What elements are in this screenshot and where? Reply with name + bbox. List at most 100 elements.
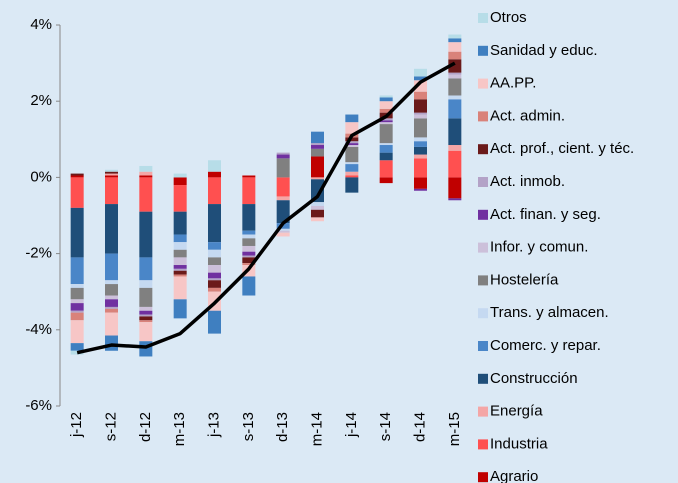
bar-segment: [105, 335, 118, 351]
legend-label: Energía: [490, 403, 543, 420]
bar-segment: [139, 316, 153, 321]
bar-segment: [70, 343, 84, 351]
bar-segment: [414, 68, 427, 77]
bar-segment: [345, 122, 359, 134]
bar-segment: [242, 255, 256, 258]
bar-segment: [173, 249, 187, 258]
bar-segment: [173, 211, 187, 235]
legend-swatch: [478, 308, 488, 319]
bar-segment: [139, 314, 153, 317]
bar-segment: [379, 177, 393, 184]
x-tick-label: s-13: [240, 412, 257, 441]
legend-label: Otros: [490, 9, 527, 26]
bar-segment: [276, 196, 290, 201]
legend-label: Act. inmob.: [490, 173, 565, 190]
bar-segment: [448, 42, 462, 52]
bar-segment: [208, 160, 221, 172]
y-tick-label: -6%: [25, 397, 52, 414]
bar-segment: [311, 156, 324, 178]
bar-segment: [414, 76, 427, 81]
legend-swatch: [478, 406, 488, 417]
bar-segment: [173, 257, 187, 266]
bar-segment: [414, 118, 427, 138]
x-tick-label: s-14: [377, 412, 394, 441]
legend-label: Agrario: [490, 468, 538, 483]
legend-swatch: [478, 242, 488, 253]
bar-segment: [173, 173, 187, 178]
bar-segment: [139, 306, 153, 311]
bar-segment: [414, 158, 427, 178]
bar-segment: [379, 143, 393, 146]
bar-segment: [105, 204, 118, 254]
bar-segment: [414, 91, 427, 100]
legend-swatch: [478, 275, 488, 286]
bar-segment: [105, 280, 118, 285]
total-line: [76, 61, 456, 355]
bar-segment: [70, 320, 84, 344]
bar-segment: [70, 284, 84, 288]
bar-segment: [242, 175, 256, 178]
bar-segment: [448, 145, 462, 151]
legend-label: Comerc. y repar.: [490, 337, 601, 354]
bar-segment: [242, 276, 256, 296]
bar-segment: [139, 320, 153, 323]
bar-segment: [70, 173, 84, 176]
x-tick-label: j-13: [205, 412, 222, 438]
bar-segment: [208, 249, 221, 258]
bar-segment: [173, 270, 187, 275]
bar-segment: [379, 145, 393, 153]
y-tick-label: 2%: [30, 92, 52, 109]
bar-segment: [208, 265, 221, 273]
bar-segment: [414, 112, 427, 115]
bar-segment: [242, 234, 256, 239]
bar-segment: [242, 204, 256, 231]
bar-segment: [276, 200, 290, 224]
bar-segment: [379, 124, 393, 144]
bar-segment: [242, 238, 256, 246]
bar-segment: [448, 59, 462, 73]
legend-label: Industria: [490, 435, 548, 452]
bar-segment: [414, 177, 427, 189]
bar-segment: [139, 310, 153, 315]
x-tick-label: m-15: [446, 412, 463, 446]
bar-segment: [379, 120, 393, 123]
bar-segment: [139, 287, 153, 307]
bar-segment: [105, 312, 118, 336]
bar-segment: [173, 274, 187, 277]
bar-segment: [311, 131, 324, 144]
bar-segment: [208, 171, 221, 178]
legend-swatch: [478, 472, 488, 483]
bar-segment: [208, 280, 221, 288]
bar-segment: [105, 299, 118, 307]
bar-segment: [242, 251, 256, 256]
bar-segment: [276, 177, 290, 197]
bar-segment: [414, 188, 427, 191]
bar-segment: [139, 322, 153, 342]
bar-segment: [173, 268, 187, 271]
bar-segment: [448, 198, 462, 201]
bar-segment: [379, 95, 393, 98]
bar-segment: [105, 175, 118, 178]
legend-label: Infor. y comun.: [490, 239, 588, 256]
legend-swatch: [478, 45, 488, 56]
bar-segment: [208, 310, 221, 334]
bar-segment: [345, 143, 359, 146]
legend-label: Sanidad y educ.: [490, 42, 598, 59]
bar-segment: [379, 122, 393, 125]
bar-segment: [448, 118, 462, 146]
legend-label: Act. admin.: [490, 107, 565, 124]
bar-segment: [208, 278, 221, 281]
bar-segment: [311, 143, 324, 146]
legend-swatch: [478, 209, 488, 220]
legend-swatch: [478, 373, 488, 384]
bar-segment: [448, 177, 462, 199]
bar-segment: [311, 148, 324, 157]
bar-segment: [105, 253, 118, 281]
bar-segment: [448, 150, 462, 178]
bar-segment: [208, 272, 221, 279]
bar-segment: [414, 154, 427, 159]
bar-segment: [448, 99, 462, 119]
legend-swatch: [478, 177, 488, 187]
x-tick-label: j-12: [68, 412, 85, 438]
x-tick-label: d-13: [274, 412, 291, 442]
